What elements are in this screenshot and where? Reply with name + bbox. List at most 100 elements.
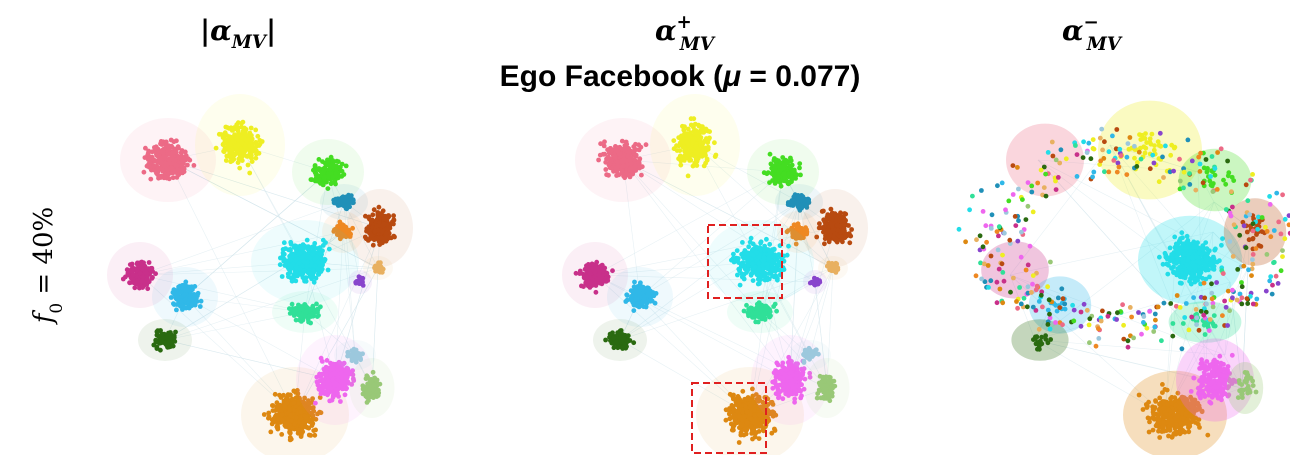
node xyxy=(178,150,184,156)
node xyxy=(325,267,331,273)
node xyxy=(772,301,778,307)
node xyxy=(282,263,288,268)
node xyxy=(174,302,180,307)
node xyxy=(749,305,754,311)
node xyxy=(740,388,746,394)
edge xyxy=(342,231,356,356)
edge xyxy=(239,144,306,263)
edge xyxy=(304,311,356,356)
node xyxy=(754,310,759,316)
edge xyxy=(294,267,379,416)
node xyxy=(179,163,184,169)
node xyxy=(741,308,747,314)
node xyxy=(170,175,176,181)
node xyxy=(341,222,346,228)
node xyxy=(266,410,272,416)
node xyxy=(314,314,320,319)
node xyxy=(195,293,200,299)
node xyxy=(631,340,637,346)
edge xyxy=(371,267,379,389)
node xyxy=(235,142,241,148)
node xyxy=(183,297,188,302)
node xyxy=(298,409,303,415)
node xyxy=(381,222,387,227)
edge xyxy=(809,267,834,356)
node xyxy=(370,369,376,375)
node xyxy=(822,241,827,247)
node xyxy=(241,135,246,141)
node xyxy=(313,171,319,177)
node xyxy=(289,301,295,307)
node xyxy=(606,162,612,168)
node xyxy=(243,144,248,149)
node xyxy=(197,304,203,309)
node xyxy=(129,268,135,274)
node xyxy=(797,161,803,167)
node xyxy=(737,282,743,288)
edge xyxy=(184,171,329,298)
node xyxy=(776,174,781,179)
edge xyxy=(759,171,784,313)
node xyxy=(842,211,848,217)
node xyxy=(629,297,634,303)
node xyxy=(774,157,780,163)
node xyxy=(303,304,309,309)
node xyxy=(287,422,293,428)
node xyxy=(261,412,267,417)
node xyxy=(137,270,143,276)
node xyxy=(198,298,204,304)
node xyxy=(256,143,262,148)
node xyxy=(330,164,336,169)
node xyxy=(620,332,626,338)
node xyxy=(622,175,628,181)
node xyxy=(739,274,745,280)
edge xyxy=(1164,311,1176,416)
node xyxy=(590,261,595,267)
node xyxy=(287,430,293,435)
edge xyxy=(334,231,344,381)
node xyxy=(167,151,172,157)
node xyxy=(183,288,189,293)
edge xyxy=(639,201,800,298)
node xyxy=(746,244,752,250)
node xyxy=(181,156,187,162)
node xyxy=(289,253,295,259)
node xyxy=(602,265,608,271)
node xyxy=(272,408,278,413)
node xyxy=(693,150,699,156)
node xyxy=(766,255,772,261)
node xyxy=(379,269,385,275)
node xyxy=(597,272,602,278)
node xyxy=(223,124,229,130)
node xyxy=(303,309,309,315)
node xyxy=(767,241,773,247)
node xyxy=(335,390,340,396)
node xyxy=(649,298,655,304)
node xyxy=(380,240,385,246)
node xyxy=(279,432,285,437)
edge xyxy=(139,267,379,276)
node xyxy=(154,329,160,335)
node xyxy=(194,299,200,304)
node xyxy=(775,277,780,283)
node xyxy=(306,432,312,438)
node xyxy=(379,235,384,241)
node xyxy=(222,130,228,136)
node xyxy=(306,425,312,431)
node xyxy=(295,427,301,432)
node xyxy=(189,284,195,290)
node xyxy=(841,222,846,227)
node xyxy=(148,176,154,182)
node xyxy=(314,178,320,184)
node xyxy=(791,167,797,173)
node xyxy=(846,231,852,237)
node xyxy=(354,350,360,356)
node xyxy=(325,186,331,192)
node xyxy=(294,256,299,262)
node xyxy=(248,125,254,131)
node xyxy=(837,218,842,224)
node xyxy=(274,400,280,406)
node xyxy=(301,259,307,265)
edge xyxy=(1212,231,1249,269)
node xyxy=(323,364,329,370)
